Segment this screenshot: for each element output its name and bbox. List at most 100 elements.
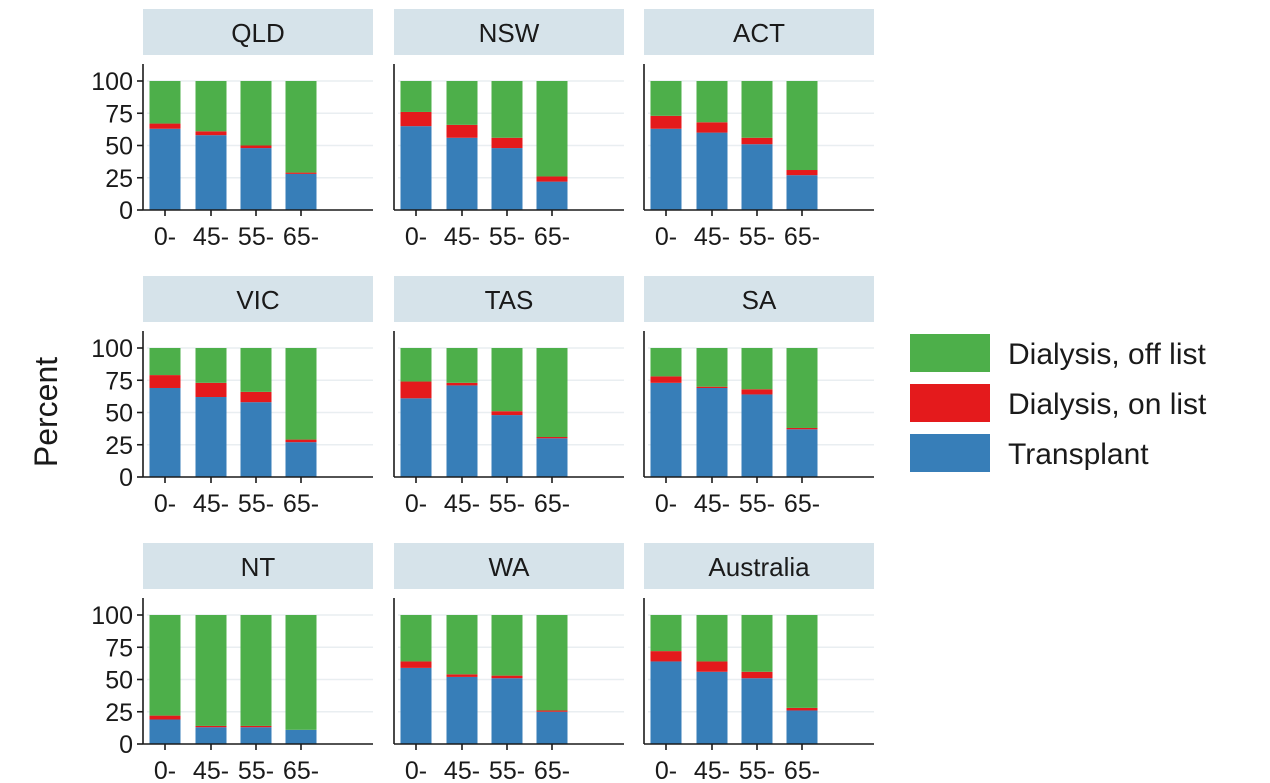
bar-segment-dialysis-on-list [786,170,818,176]
bar-segment-dialysis-on-list [195,382,227,398]
y-tick-label: 50 [105,133,133,161]
bar-segment-dialysis-off-list [285,615,317,730]
bar-segment-transplant [400,126,432,210]
bar-segment-dialysis-on-list [195,131,227,136]
x-tick-label: 0- [154,490,176,518]
bar-segment-transplant [285,729,317,744]
bar-segment-dialysis-on-list [491,137,523,149]
bar-segment-transplant [285,173,317,210]
panel-nsw: NSW 0- 45- 55- 65- [393,9,624,251]
bar-segment-dialysis-off-list [446,615,478,675]
x-tick-label: 45- [444,223,480,251]
x-tick-label: 45- [193,757,229,783]
panel-strip [143,543,373,589]
y-tick-label: 0 [119,464,133,492]
bar-segment-dialysis-on-list [696,386,728,388]
bar-segment-transplant [696,387,728,477]
bar-segment-transplant [650,128,682,210]
bar-segment-transplant [696,132,728,210]
x-tick-label: 45- [193,490,229,518]
x-tick-label: 55- [238,223,274,251]
bar-segment-dialysis-off-list [195,348,227,383]
panel-title: Australia [708,552,810,582]
panel-title: QLD [231,18,284,48]
x-tick-label: 45- [694,757,730,783]
legend-item-transplant: Transplant [910,434,1149,472]
x-tick-label: 55- [739,490,775,518]
panel-wa: WA 0- 45- 55- 65- [393,543,624,783]
bar-segment-dialysis-off-list [240,615,272,726]
legend-label: Dialysis, on list [1008,388,1207,421]
x-tick-label: 0- [655,490,677,518]
x-tick-label: 65- [283,223,319,251]
bar-segment-transplant [741,144,773,210]
x-tick-label: 65- [283,490,319,518]
bar-segment-dialysis-on-list [696,122,728,133]
y-tick-label: 25 [105,165,133,193]
legend-swatch [910,434,990,472]
bar-segment-dialysis-on-list [536,176,568,182]
panel-title: NSW [479,18,540,48]
bar-segment-dialysis-off-list [786,81,818,171]
bar-segment-dialysis-off-list [536,615,568,711]
bar-segment-dialysis-on-list [240,391,272,403]
bar-segment-dialysis-off-list [195,81,227,132]
bar-segment-transplant [536,181,568,210]
bar-segment-dialysis-on-list [741,389,773,395]
bar-segment-dialysis-on-list [285,172,317,174]
bar-segment-dialysis-on-list [696,661,728,672]
bar-segment-dialysis-on-list [149,375,181,388]
legend: Dialysis, off list Dialysis, on list Trans… [910,334,1207,472]
legend-swatch [910,334,990,372]
bar-segment-transplant [491,148,523,210]
bar-segment-transplant [741,678,773,744]
bar-segment-dialysis-on-list [149,715,181,720]
bar-segment-dialysis-off-list [400,348,432,382]
x-tick-label: 65- [534,223,570,251]
bar-segment-dialysis-on-list [650,376,682,383]
panel-title: SA [742,285,777,315]
bar-segment-transplant [195,397,227,477]
x-tick-label: 45- [694,490,730,518]
y-tick-label: 50 [105,400,133,428]
bar-segment-transplant [240,148,272,210]
bar-segment-dialysis-on-list [400,111,432,127]
bar-segment-dialysis-on-list [400,381,432,399]
bar-segment-dialysis-off-list [491,348,523,412]
y-tick-label: 0 [119,197,133,225]
bar-segment-dialysis-off-list [696,615,728,662]
bar-segment-transplant [285,442,317,477]
panel-vic: VIC 0 25 50 75 100 0- 45- 55- 65- [91,276,373,518]
x-tick-label: 45- [694,223,730,251]
panel-australia: Australia 0- 45- 55- 65- [643,543,874,783]
bar-segment-transplant [240,727,272,744]
x-tick-label: 0- [154,757,176,783]
bar-segment-dialysis-off-list [195,615,227,726]
bar-segment-dialysis-off-list [650,348,682,377]
bar-segment-dialysis-off-list [149,81,181,124]
bar-segment-dialysis-on-list [650,651,682,662]
panel-strip [394,276,624,322]
bar-segment-dialysis-on-list [786,427,818,430]
x-tick-label: 55- [739,757,775,783]
bar-segment-dialysis-off-list [741,81,773,138]
x-tick-label: 0- [655,223,677,251]
bar-segment-dialysis-on-list [446,674,478,677]
x-tick-label: 55- [489,223,525,251]
bar-segment-transplant [400,398,432,477]
bar-segment-transplant [491,415,523,477]
x-tick-label: 65- [784,490,820,518]
bar-segment-dialysis-on-list [446,124,478,138]
legend-swatch [910,384,990,422]
bar-segment-dialysis-on-list [240,725,272,728]
bar-segment-dialysis-on-list [400,661,432,668]
bar-segment-transplant [149,128,181,210]
y-tick-label: 0 [119,731,133,759]
y-tick-label: 100 [91,602,133,630]
bar-segment-dialysis-on-list [741,671,773,679]
x-tick-label: 0- [655,757,677,783]
bar-segment-transplant [786,710,818,744]
panel-strip [394,9,624,55]
x-tick-label: 65- [784,757,820,783]
bar-segment-transplant [696,671,728,744]
